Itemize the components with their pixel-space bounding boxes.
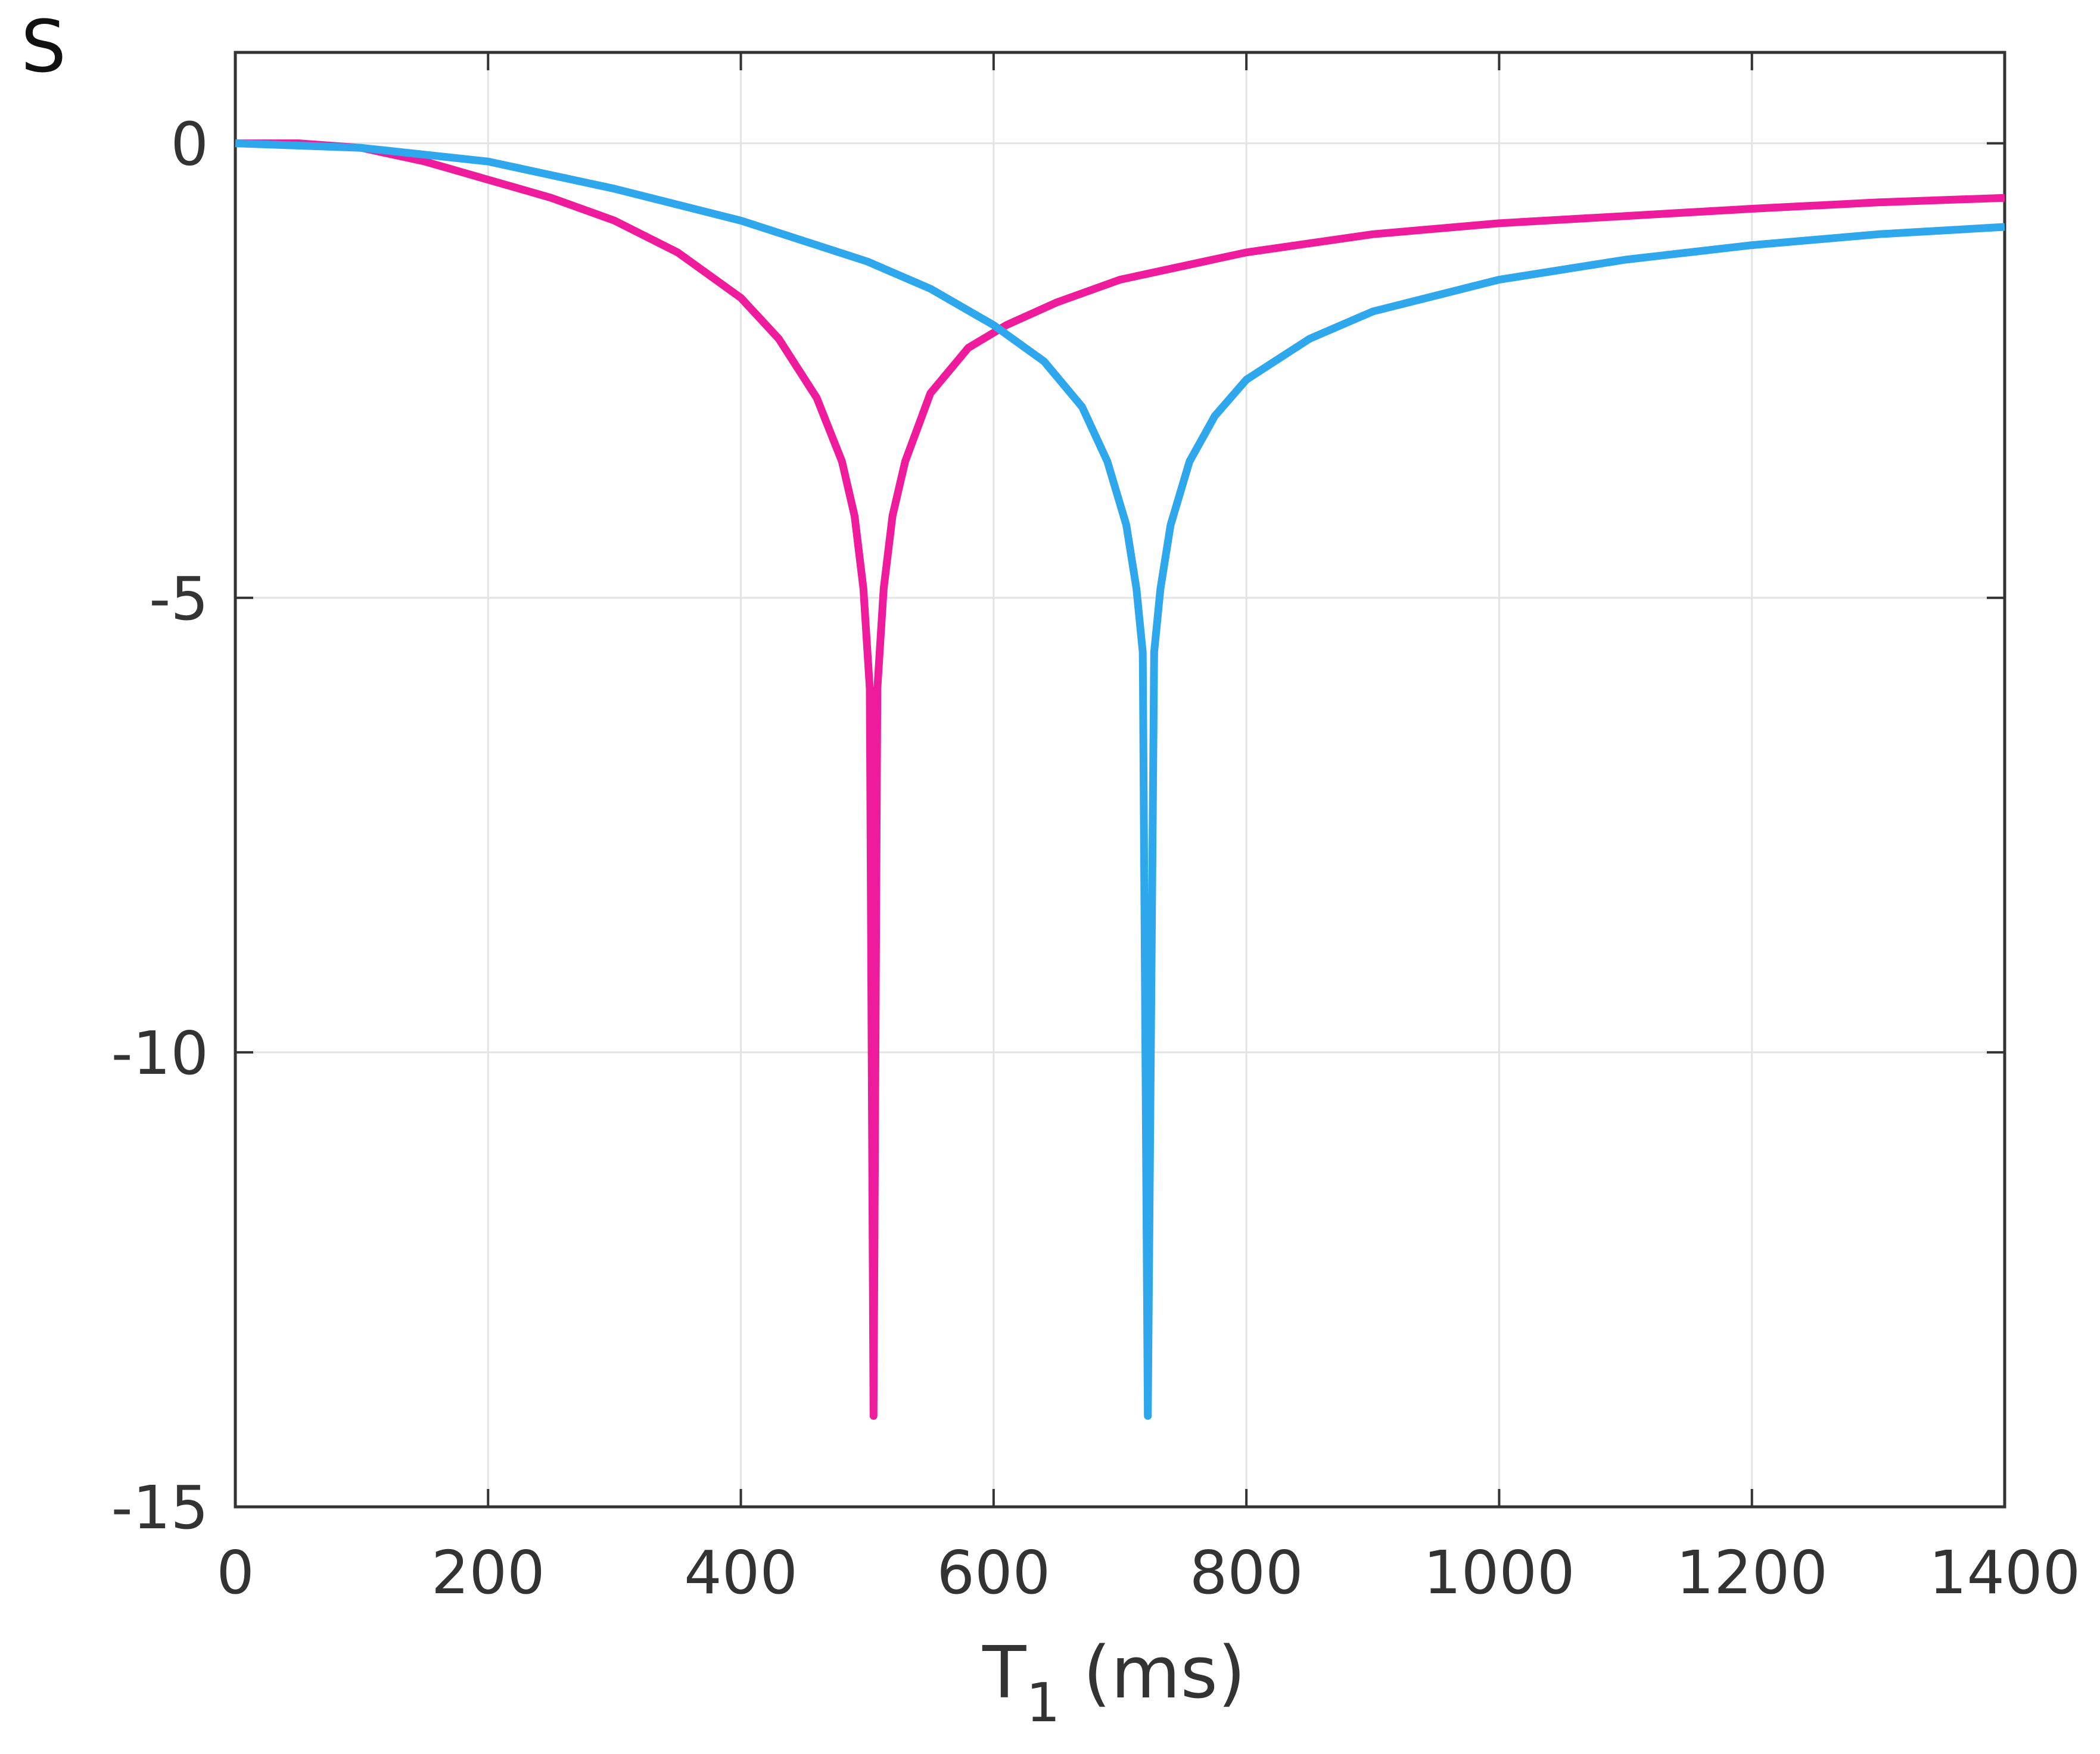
y-tick-label: -5 <box>149 564 209 634</box>
x-tick-label: 1000 <box>1423 1538 1575 1607</box>
series-lines <box>235 139 2005 1420</box>
x-tick-label: 1200 <box>1676 1538 1828 1607</box>
x-axis-title-subscript: 1 <box>1026 1672 1060 1734</box>
y-tick-label: -15 <box>111 1473 209 1543</box>
x-tick-label: 1400 <box>1929 1538 2081 1607</box>
x-tick-label: 0 <box>216 1538 254 1607</box>
panel-label: S <box>21 6 66 89</box>
x-axis-title-rest: (ms) <box>1060 1632 1246 1715</box>
y-tick-label: 0 <box>170 110 209 179</box>
x-tick-label: 800 <box>1190 1538 1303 1607</box>
x-tick-label: 200 <box>431 1538 545 1607</box>
series-line-1 <box>235 139 2005 1420</box>
x-axis-title: T1 (ms) <box>982 1632 1246 1734</box>
plot-frame <box>234 51 2006 1509</box>
x-axis-title-main: T <box>982 1632 1026 1715</box>
series-line-2 <box>235 139 2005 1420</box>
x-tick-label: 600 <box>937 1538 1050 1607</box>
x-tick-label: 400 <box>684 1538 798 1607</box>
tick-labels: 0 200 400 600 800 1000 1200 1400 0 -5 -10 -15 <box>111 110 2081 1607</box>
axes-frame <box>234 51 2006 1509</box>
grid-lines <box>235 52 2005 1507</box>
y-tick-label: -10 <box>111 1018 209 1088</box>
